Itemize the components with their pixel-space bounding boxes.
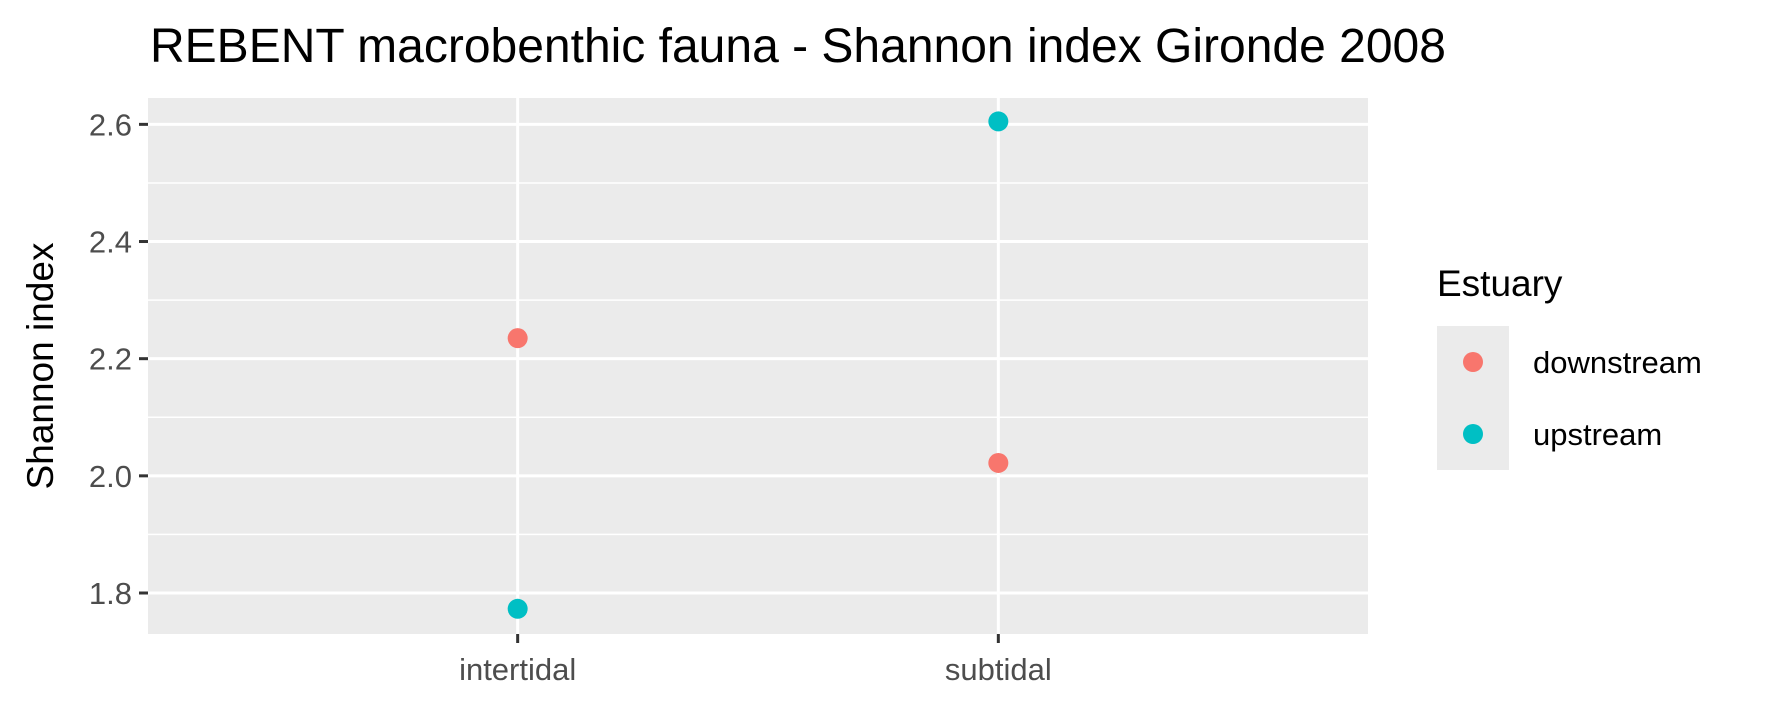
legend-key-downstream [1463, 352, 1483, 372]
x-axis: intertidal subtidal [459, 634, 1052, 687]
legend-title: Estuary [1437, 263, 1563, 304]
legend-label-upstream: upstream [1533, 417, 1662, 452]
y-tick-label: 1.8 [89, 576, 132, 611]
chart-title: REBENT macrobenthic fauna - Shannon inde… [150, 20, 1446, 73]
y-axis-title: Shannon index [20, 242, 61, 489]
data-point-upstream [988, 111, 1009, 132]
data-point-downstream [507, 328, 528, 349]
data-point-downstream [988, 452, 1009, 473]
data-point-upstream [507, 598, 528, 619]
minor-gridlines [148, 182, 1368, 536]
x-tick-label: subtidal [945, 652, 1052, 687]
y-tick-label: 2.4 [89, 225, 132, 260]
x-tick-label: intertidal [459, 652, 576, 687]
major-gridlines [148, 98, 1368, 634]
plot-panel [148, 98, 1368, 634]
y-axis: 1.8 2.0 2.2 2.4 2.6 [89, 107, 148, 611]
data-points [507, 111, 1009, 619]
legend-key-upstream [1463, 424, 1483, 444]
y-tick-label: 2.0 [89, 459, 132, 494]
legend-label-downstream: downstream [1533, 345, 1702, 380]
y-tick-label: 2.6 [89, 107, 132, 142]
y-tick-label: 2.2 [89, 342, 132, 377]
legend-key-background [1437, 326, 1509, 470]
legend: Estuary downstream upstream [1437, 263, 1702, 470]
